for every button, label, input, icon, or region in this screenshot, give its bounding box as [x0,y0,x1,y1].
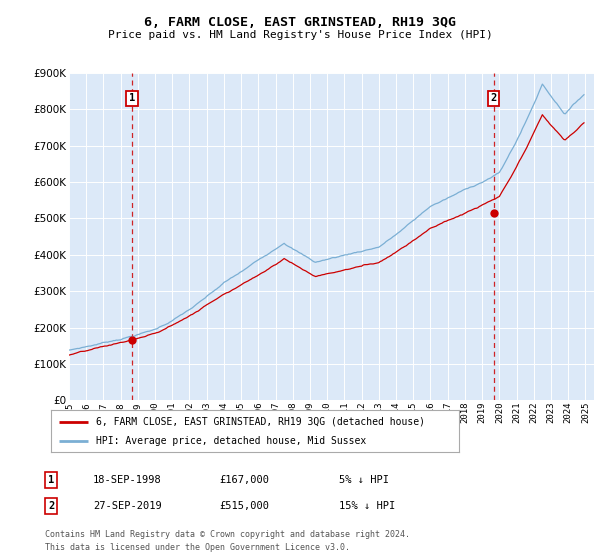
Text: 2: 2 [48,501,54,511]
Text: HPI: Average price, detached house, Mid Sussex: HPI: Average price, detached house, Mid … [96,436,366,446]
Text: 2: 2 [490,94,497,103]
Text: £515,000: £515,000 [219,501,269,511]
Text: 18-SEP-1998: 18-SEP-1998 [93,475,162,485]
Text: £167,000: £167,000 [219,475,269,485]
Text: 1: 1 [48,475,54,485]
Text: This data is licensed under the Open Government Licence v3.0.: This data is licensed under the Open Gov… [45,543,350,552]
Text: 1: 1 [129,94,135,103]
Text: 5% ↓ HPI: 5% ↓ HPI [339,475,389,485]
Text: 15% ↓ HPI: 15% ↓ HPI [339,501,395,511]
Text: Price paid vs. HM Land Registry's House Price Index (HPI): Price paid vs. HM Land Registry's House … [107,30,493,40]
Text: 6, FARM CLOSE, EAST GRINSTEAD, RH19 3QG: 6, FARM CLOSE, EAST GRINSTEAD, RH19 3QG [144,16,456,29]
Text: 6, FARM CLOSE, EAST GRINSTEAD, RH19 3QG (detached house): 6, FARM CLOSE, EAST GRINSTEAD, RH19 3QG … [96,417,425,427]
Text: Contains HM Land Registry data © Crown copyright and database right 2024.: Contains HM Land Registry data © Crown c… [45,530,410,539]
Text: 27-SEP-2019: 27-SEP-2019 [93,501,162,511]
